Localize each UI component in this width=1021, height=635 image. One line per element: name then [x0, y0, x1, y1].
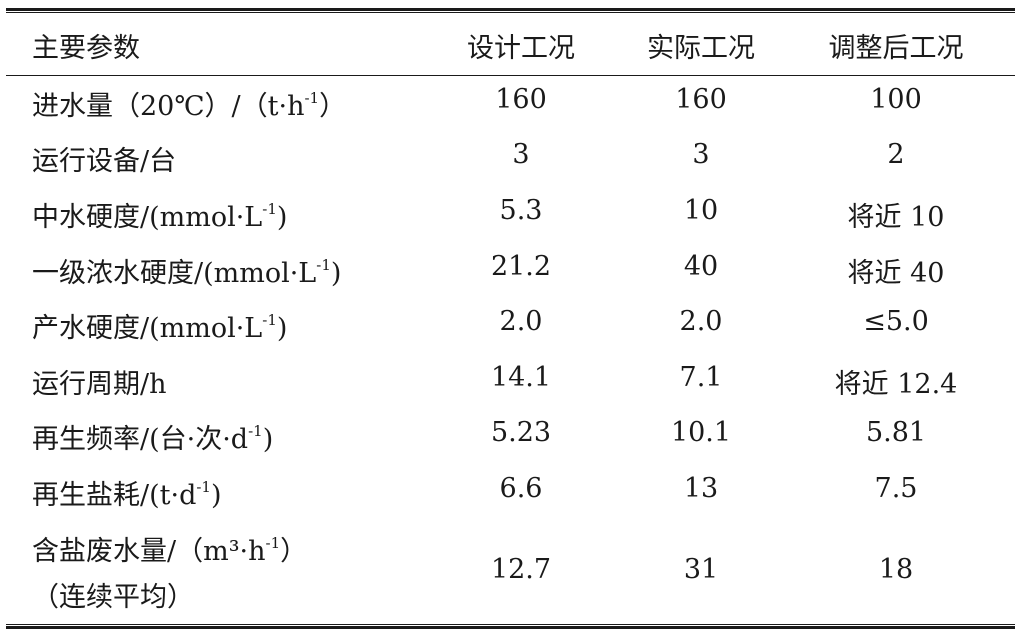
design-cell: 21.2: [490, 251, 552, 282]
param-cell: 再生盐耗/(t·d-1): [32, 478, 222, 511]
header-adjusted: 调整后工况: [828, 33, 964, 64]
actual-cell: 10.1: [670, 417, 732, 448]
actual-cell: 13: [683, 473, 719, 504]
adjusted-cell: 7.5: [874, 473, 918, 504]
actual-cell: 10: [683, 195, 719, 226]
design-cell: 2.0: [499, 306, 543, 337]
design-cell: 12.7: [490, 554, 552, 585]
adjusted-cell: 18: [878, 554, 914, 585]
adjusted-cell: 100: [870, 84, 922, 115]
param-cell: 运行设备/台: [32, 146, 177, 177]
actual-cell: 7.1: [679, 362, 723, 393]
header-actual: 实际工况: [647, 33, 755, 64]
param-cell: 进水量（20℃）/（t·h-1）: [32, 89, 347, 122]
actual-cell: 160: [675, 84, 727, 115]
table-header-rule: [6, 75, 1015, 76]
actual-cell: 3: [692, 139, 710, 170]
param-cell: 一级浓水硬度/(mmol·L-1): [32, 256, 342, 289]
table-top-rule: [6, 8, 1015, 13]
adjusted-cell: 将近 12.4: [834, 369, 958, 400]
table-bottom-rule: [6, 624, 1015, 629]
design-cell: 14.1: [490, 362, 552, 393]
design-cell: 5.3: [499, 195, 543, 226]
design-cell: 5.23: [490, 417, 552, 448]
adjusted-cell: 2: [887, 139, 905, 170]
adjusted-cell: 5.81: [865, 417, 927, 448]
actual-cell: 2.0: [679, 306, 723, 337]
adjusted-cell: 将近 10: [847, 202, 945, 233]
adjusted-cell: ≤5.0: [863, 306, 929, 337]
design-cell: 3: [512, 139, 530, 170]
design-cell: 6.6: [499, 473, 543, 504]
actual-cell: 31: [683, 554, 719, 585]
header-param: 主要参数: [32, 33, 140, 64]
adjusted-cell: 将近 40: [847, 258, 945, 289]
param-cell: 含盐废水量/（m³·h-1） （连续平均）: [32, 534, 308, 613]
param-cell: 产水硬度/(mmol·L-1): [32, 311, 288, 344]
actual-cell: 40: [683, 251, 719, 282]
design-cell: 160: [495, 84, 547, 115]
param-cell: 中水硬度/(mmol·L-1): [32, 200, 288, 233]
header-design: 设计工况: [467, 33, 575, 64]
param-cell: 再生频率/(台·次·d-1): [32, 422, 274, 455]
param-cell: 运行周期/h: [32, 369, 167, 400]
